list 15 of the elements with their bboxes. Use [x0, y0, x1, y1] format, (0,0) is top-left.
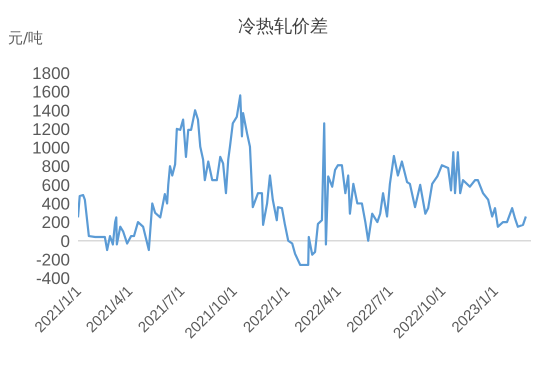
y-tick-label: 1600 [32, 82, 70, 102]
y-tick-label: 800 [42, 157, 70, 176]
y-tick-label: 1200 [32, 120, 70, 139]
chart-title: 冷热轧价差 [238, 16, 328, 37]
y-tick-label: 400 [42, 194, 70, 214]
line-series [78, 94, 527, 266]
y-tick-label: 600 [42, 176, 70, 195]
y-axis-title: 元/吨 [8, 29, 44, 48]
y-tick-label: 200 [42, 213, 70, 232]
y-tick-label: 1800 [32, 64, 70, 84]
y-tick-label: 1000 [32, 138, 70, 158]
y-tick-label: 0 [60, 232, 70, 251]
y-tick-label: 1400 [32, 101, 70, 120]
y-tick-label: -400 [36, 269, 70, 288]
y-tick-label: -200 [36, 250, 70, 270]
